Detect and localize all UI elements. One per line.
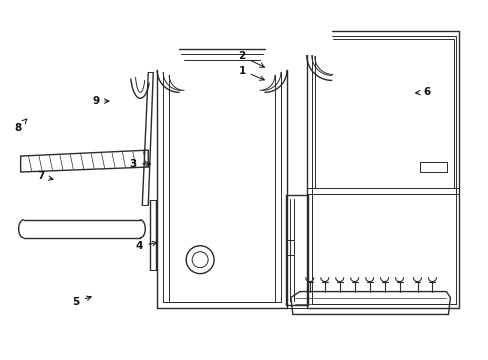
Text: 9: 9 [92, 96, 109, 106]
Text: 2: 2 [238, 51, 264, 67]
Text: 3: 3 [129, 159, 150, 169]
Text: 6: 6 [415, 87, 430, 97]
Text: 5: 5 [73, 296, 91, 307]
Text: 4: 4 [136, 241, 157, 251]
Text: 1: 1 [238, 66, 264, 80]
Text: 7: 7 [37, 171, 53, 181]
Text: 8: 8 [14, 119, 27, 133]
